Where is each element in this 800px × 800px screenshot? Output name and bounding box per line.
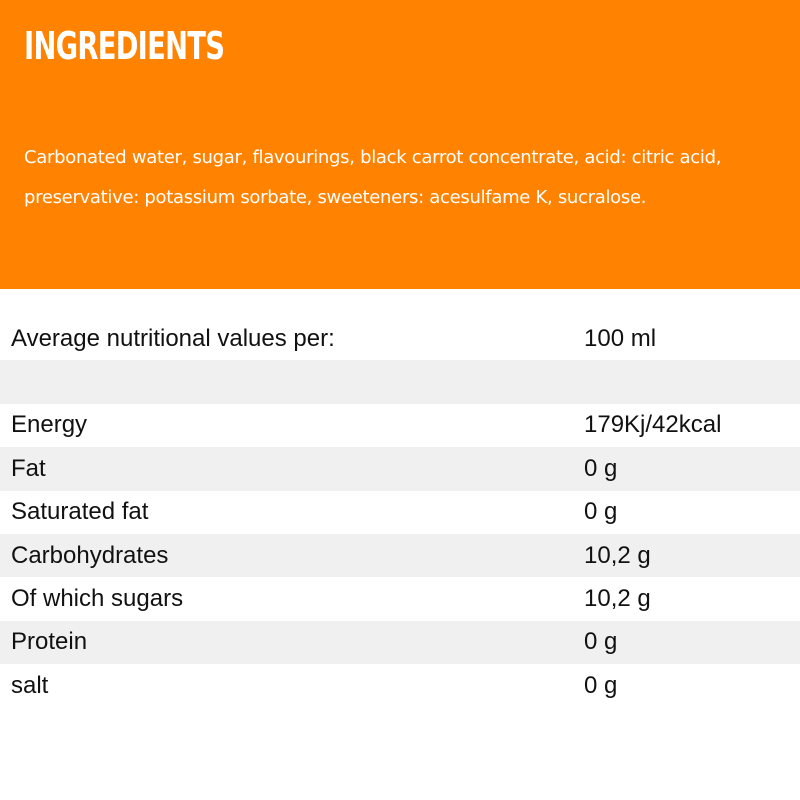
nutrient-value: 0 g [584, 447, 800, 491]
nutrition-header-label: Average nutritional values per: [11, 324, 335, 352]
nutrient-value: 10,2 g [584, 585, 651, 613]
nutrient-value: 10,2 g [584, 533, 800, 578]
nutrition-table: Average nutritional values per: 100 ml E… [0, 317, 800, 708]
nutrition-row-saturated-fat: Saturated fat 0 g [0, 491, 800, 534]
nutrient-value: 179Kj/42kcal [584, 411, 722, 439]
nutrition-header-value: 100 ml [584, 324, 657, 352]
nutrient-value: 0 g [584, 498, 618, 526]
nutrient-label: Carbohydrates [0, 533, 584, 578]
nutrient-label: Protein [0, 620, 584, 665]
nutrition-row-salt: salt 0 g [0, 664, 800, 707]
nutrient-label: Of which sugars [11, 585, 184, 613]
nutrient-label: Saturated fat [11, 498, 149, 526]
nutrition-spacer-row [0, 360, 800, 404]
nutrition-spacer-label [0, 360, 584, 404]
nutrient-value: 0 g [584, 671, 618, 699]
nutrient-label: Fat [0, 447, 584, 491]
nutrition-row-carbohydrates: Carbohydrates 10,2 g [0, 533, 800, 578]
nutrition-row-sugars: Of which sugars 10,2 g [0, 577, 800, 620]
nutrient-value: 0 g [584, 620, 800, 665]
ingredients-text: Carbonated water, sugar, flavourings, bl… [24, 147, 722, 208]
nutrient-label: Energy [11, 411, 88, 439]
nutrition-row-fat: Fat 0 g [0, 447, 800, 491]
nutrition-header-row: Average nutritional values per: 100 ml [0, 317, 800, 360]
ingredients-heading: INGREDIENTS [24, 24, 225, 68]
nutrient-label: salt [11, 671, 49, 699]
nutrition-row-energy: Energy 179Kj/42kcal [0, 404, 800, 447]
nutrition-spacer-value [584, 360, 800, 404]
nutrition-row-protein: Protein 0 g [0, 620, 800, 665]
ingredients-panel: INGREDIENTS Carbonated water, sugar, fla… [0, 0, 800, 289]
